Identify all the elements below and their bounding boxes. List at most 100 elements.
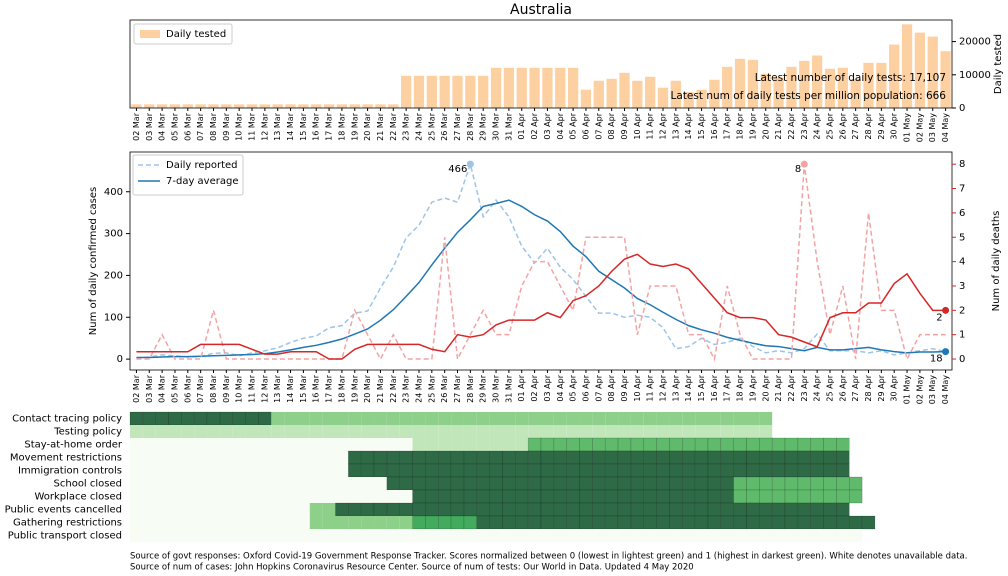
heat-cell: [502, 476, 516, 491]
heat-cell: [232, 477, 246, 490]
x-tick-label: 01 Apr: [517, 374, 526, 401]
heat-cell: [515, 476, 529, 491]
heat-cell: [168, 464, 182, 477]
highlight-point: [942, 306, 950, 314]
heat-cell: [425, 502, 439, 517]
heat-cell: [463, 489, 478, 504]
x-tick-label: 30 Apr: [890, 374, 899, 401]
x-tick-label: 04 Mar: [158, 374, 167, 403]
bar: [799, 60, 810, 108]
highlight-point: [466, 160, 474, 168]
heat-cell: [682, 412, 696, 425]
heat-cell: [823, 529, 837, 542]
row-label: School closed: [54, 479, 122, 490]
x-tick-label: 04 Mar: [158, 112, 167, 141]
heat-cell: [450, 476, 465, 491]
heat-cell: [232, 516, 246, 529]
heat-cell: [720, 463, 734, 478]
heat-cell: [771, 515, 786, 530]
heat-cell: [592, 476, 606, 491]
x-tick-label: 04 May: [941, 113, 950, 143]
x-tick-label: 05 Mar: [170, 112, 179, 141]
heat-cell: [476, 412, 490, 425]
heat-cell: [566, 450, 580, 465]
bar: [465, 75, 476, 108]
x-tick-label: 04 Apr: [556, 112, 565, 139]
heat-cell: [245, 451, 259, 464]
heat-cell: [142, 490, 156, 503]
heat-cell: [694, 476, 709, 491]
heat-cell: [309, 503, 323, 516]
heat-cell: [450, 450, 465, 465]
bar: [221, 104, 232, 108]
heat-cell: [168, 438, 182, 451]
heat-cell: [823, 502, 837, 517]
heat-cell: [168, 490, 182, 503]
heat-cell: [425, 489, 439, 504]
heat-cell: [271, 451, 285, 464]
x-tick-label: 19 Apr: [748, 374, 757, 401]
bar: [657, 87, 669, 108]
heat-cell: [412, 463, 426, 478]
heat-cell: [142, 477, 156, 490]
heat-cell: [720, 450, 734, 465]
heat-cell: [682, 529, 696, 542]
heat-cell: [245, 438, 259, 451]
bar: [645, 76, 656, 108]
bar: [298, 104, 309, 108]
x-tick-label: 06 Mar: [183, 112, 192, 141]
heat-cell: [374, 516, 387, 529]
heat-cell: [476, 489, 490, 504]
heat-cell: [669, 529, 683, 542]
heat-cell: [733, 515, 747, 530]
heat-cell: [746, 489, 760, 504]
legend-label: Daily tested: [166, 29, 226, 40]
heat-cell: [643, 489, 657, 504]
heat-cell: [399, 450, 413, 465]
heat-cell: [617, 515, 632, 530]
heat-cell: [463, 502, 478, 517]
bar: [452, 75, 463, 108]
x-tick-label: 03 May: [928, 113, 937, 143]
heat-cell: [296, 412, 310, 425]
x-tick-label: 28 Apr: [864, 374, 873, 401]
heat-cell: [836, 529, 850, 542]
heat-cell: [181, 490, 195, 503]
heat-cell: [733, 450, 747, 465]
x-tick-label: 04 Apr: [556, 374, 565, 401]
heat-cell: [669, 502, 683, 517]
heat-cell: [219, 438, 233, 451]
heat-cell: [322, 490, 336, 503]
heat-cell: [232, 425, 246, 438]
y2-axis-label: Num of daily deaths: [991, 211, 1002, 312]
heat-cell: [309, 412, 323, 425]
heat-cell: [438, 502, 452, 517]
heat-cell: [836, 437, 850, 452]
heat-cell: [168, 411, 182, 426]
bar: [401, 75, 412, 108]
heat-cell: [515, 438, 529, 451]
x-tick-label: 25 Mar: [427, 374, 436, 403]
y-tick-label: 3: [959, 281, 965, 292]
heat-cell: [271, 438, 285, 451]
heat-cell: [360, 463, 375, 478]
heat-cell: [194, 464, 208, 477]
bar: [259, 104, 270, 108]
heat-cell: [194, 438, 208, 451]
heat-cell: [386, 438, 400, 451]
heat-cell: [797, 437, 811, 452]
heat-cell: [540, 450, 555, 465]
heat-cell: [258, 516, 272, 529]
x-tick-label: 02 May: [915, 113, 924, 143]
heat-cell: [566, 529, 580, 542]
heat-cell: [386, 490, 400, 503]
heat-cell: [527, 437, 542, 452]
x-tick-label: 20 Mar: [363, 112, 372, 141]
heat-cell: [502, 438, 516, 451]
x-tick-label: 20 Apr: [761, 112, 770, 139]
row-label: Stay-at-home order: [24, 440, 122, 451]
heat-cell: [348, 412, 362, 425]
bar: [478, 75, 489, 108]
heat-cell: [836, 450, 850, 465]
bar: [234, 104, 245, 108]
